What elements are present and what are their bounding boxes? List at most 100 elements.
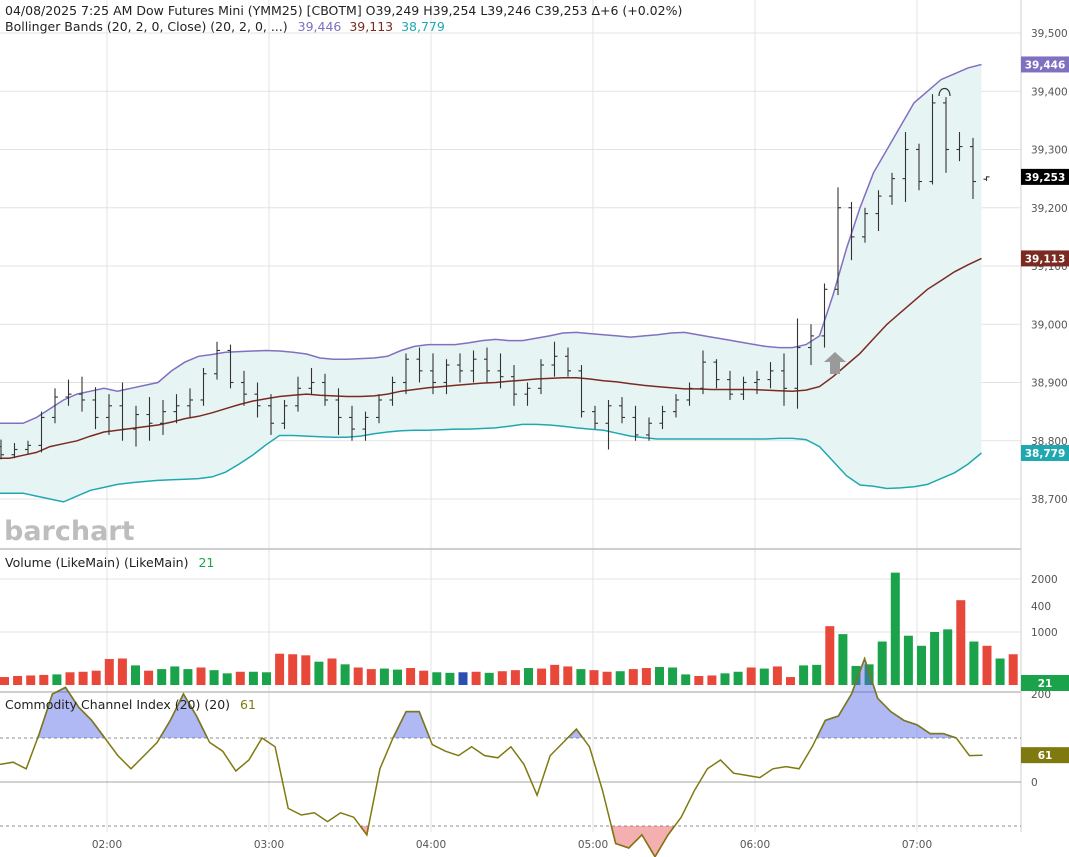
volume-bar	[524, 668, 533, 685]
ohlc-bar	[916, 143, 922, 191]
price-tick-label: 38,700	[1031, 494, 1068, 506]
ohlc-bar	[511, 365, 517, 406]
ohlc-bar	[484, 347, 490, 383]
price-tick-label: 39,200	[1031, 203, 1068, 215]
ohlc-bar	[673, 394, 679, 418]
volume-tick-label: 2000	[1031, 574, 1058, 586]
volume-bar	[930, 632, 940, 685]
price-tick-label: 39,400	[1031, 86, 1068, 98]
ohlc-bar	[430, 353, 436, 395]
svg-text:61: 61	[1038, 750, 1053, 762]
up-arrow-icon	[824, 352, 846, 374]
volume-bar	[196, 667, 206, 685]
ohlc-bar	[929, 94, 936, 185]
ohlc-bar	[605, 399, 612, 450]
ohlc-bar	[457, 353, 463, 383]
ohlc-bar	[200, 367, 207, 406]
volume-bar	[366, 669, 376, 685]
ohlc-bar	[767, 362, 774, 389]
ohlc-bar	[335, 388, 342, 435]
volume-bar	[903, 635, 913, 685]
ohlc-bar	[632, 405, 639, 441]
ohlc-bar	[808, 324, 814, 366]
upper-band-badge: 39,446	[1021, 56, 1069, 73]
cci-overbought-fill	[393, 711, 430, 738]
cci-overbought-fill	[567, 729, 583, 738]
volume-bar	[550, 664, 560, 685]
volume-bar	[746, 667, 756, 685]
price-axis: 39,50039,40039,30039,20039,10039,00038,9…	[1031, 28, 1068, 789]
volume-bar	[235, 671, 245, 685]
volume-bar	[183, 669, 193, 685]
volume-bar	[26, 675, 36, 685]
ohlc-bar	[92, 387, 99, 430]
ohlc-bar	[11, 443, 18, 459]
ohlc-bar	[65, 379, 72, 406]
bollinger-legend-middle: 39,113	[349, 19, 393, 34]
ohlc-bar	[322, 373, 328, 406]
watermark: barchart	[4, 516, 135, 547]
price-bars	[0, 94, 990, 460]
ohlc-bar	[902, 132, 909, 202]
volume-bar	[956, 600, 966, 685]
ohlc-bar	[592, 405, 598, 430]
cci-overbought-fill	[816, 658, 957, 738]
volume-bar	[694, 675, 704, 685]
volume-bar	[209, 670, 219, 685]
ohlc-bar	[875, 190, 882, 232]
ohlc-bar	[106, 394, 112, 435]
cci-tick-label: 200	[1031, 689, 1051, 701]
volume-bar	[0, 677, 9, 685]
price-tick-label: 38,900	[1031, 378, 1068, 390]
cci-title: Commodity Channel Index (20) (20)	[5, 697, 230, 712]
volume-bar	[471, 671, 481, 685]
volume-tick-label: 1000	[1031, 627, 1058, 639]
cci-last-legend: 61	[240, 697, 256, 712]
ohlc-bar	[173, 394, 180, 424]
volume-bar	[628, 669, 638, 685]
volume-bar	[969, 641, 979, 685]
bollinger-band-fill	[0, 64, 982, 502]
price-tick-label: 39,500	[1031, 28, 1068, 40]
volume-bar	[786, 677, 795, 685]
volume-bar	[262, 672, 271, 685]
volume-bar	[222, 673, 232, 685]
volume-bar	[995, 658, 1005, 685]
ohlc-bar	[133, 405, 139, 447]
bollinger-legend-label: Bollinger Bands (20, 2, 0, Close) (20, 2…	[5, 19, 288, 34]
ohlc-bar	[214, 341, 220, 380]
ohlc-bar	[740, 376, 747, 400]
ohlc-bar	[241, 370, 247, 406]
volume-bar	[170, 666, 180, 685]
ohlc-bar	[565, 347, 571, 377]
volume-bar	[851, 665, 861, 685]
volume-bar	[890, 572, 900, 685]
volume-last-badge: 21	[1021, 675, 1069, 691]
ohlc-bar	[281, 399, 288, 430]
ohlc-bar	[943, 97, 949, 173]
value-badges: 39,446 39,253 39,113 38,779 21 61	[1021, 56, 1069, 764]
ohlc-bar	[794, 318, 801, 409]
last-price-badge: 39,253	[1021, 168, 1069, 185]
ohlc-bar	[38, 411, 45, 453]
ohlc-bar	[227, 344, 234, 389]
ohlc-bar	[821, 283, 828, 348]
ohlc-bar	[362, 411, 369, 441]
ohlc-bar	[187, 388, 193, 418]
volume-bar	[733, 671, 743, 685]
ohlc-bar	[889, 172, 895, 205]
time-tick-label: 07:00	[902, 839, 932, 851]
volume-bars	[0, 572, 1031, 685]
ohlc-bar	[146, 397, 153, 441]
ohlc-bar	[349, 405, 355, 441]
ohlc-bar	[700, 350, 706, 395]
svg-text:38,779: 38,779	[1025, 448, 1066, 460]
ohlc-bar	[578, 365, 585, 418]
volume-bar	[301, 655, 311, 685]
volume-bar	[91, 670, 101, 685]
ohlc-bar	[862, 207, 868, 243]
ohlc-bar	[848, 201, 855, 261]
time-tick-label: 02:00	[92, 839, 122, 851]
volume-bar	[982, 645, 992, 685]
